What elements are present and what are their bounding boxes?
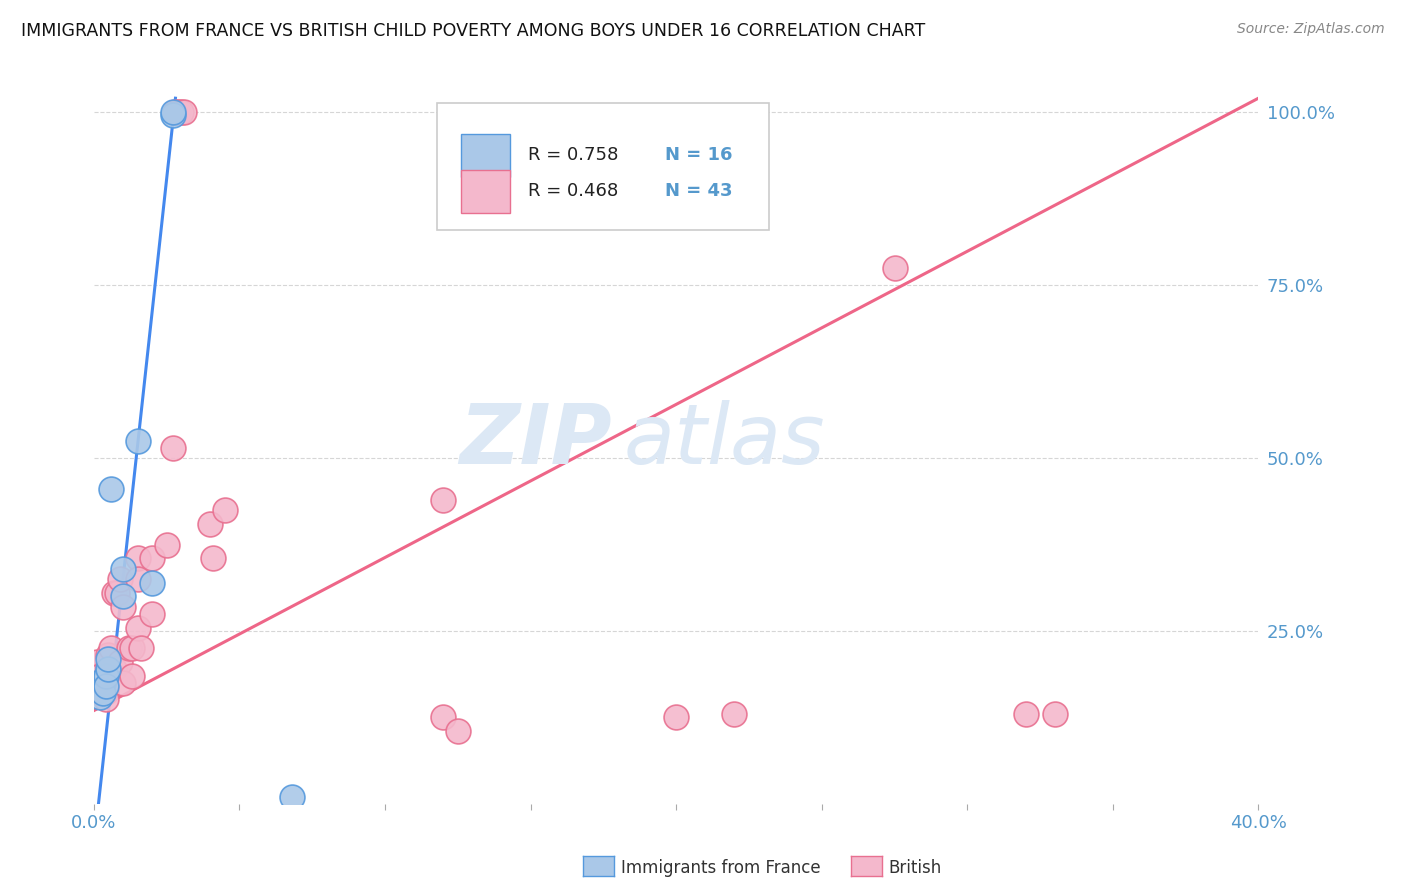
FancyBboxPatch shape — [437, 103, 769, 230]
Point — [89, 679, 111, 693]
Point — [127, 572, 149, 586]
Text: Immigrants from France: Immigrants from France — [621, 859, 821, 877]
Point — [121, 669, 143, 683]
Point — [281, 790, 304, 805]
FancyBboxPatch shape — [461, 134, 509, 177]
Point — [127, 621, 149, 635]
Point — [167, 105, 190, 120]
Point — [1014, 706, 1036, 721]
Text: IMMIGRANTS FROM FRANCE VS BRITISH CHILD POVERTY AMONG BOYS UNDER 16 CORRELATION : IMMIGRANTS FROM FRANCE VS BRITISH CHILD … — [21, 22, 925, 40]
Text: R = 0.468: R = 0.468 — [529, 182, 619, 200]
Point — [103, 662, 125, 676]
Point — [91, 676, 114, 690]
Point — [94, 679, 117, 693]
Point — [162, 441, 184, 455]
Point — [91, 686, 114, 700]
Point — [91, 682, 114, 697]
Text: British: British — [889, 859, 942, 877]
Point — [94, 685, 117, 699]
Point — [200, 516, 222, 531]
Point — [129, 641, 152, 656]
Point — [214, 503, 236, 517]
Point — [89, 669, 111, 683]
Point — [156, 537, 179, 551]
Point — [86, 676, 108, 690]
Point — [94, 691, 117, 706]
Point — [89, 682, 111, 697]
Point — [112, 599, 135, 614]
Point — [112, 562, 135, 576]
Point — [202, 551, 225, 566]
Point — [97, 651, 120, 665]
Text: Source: ZipAtlas.com: Source: ZipAtlas.com — [1237, 22, 1385, 37]
Point — [103, 586, 125, 600]
Point — [127, 551, 149, 566]
Point — [127, 434, 149, 448]
Point — [665, 710, 688, 724]
Point — [170, 105, 193, 120]
Text: ZIP: ZIP — [460, 401, 612, 481]
Point — [91, 676, 114, 690]
Point — [112, 590, 135, 604]
Point — [112, 676, 135, 690]
Point — [162, 108, 184, 122]
Point — [94, 669, 117, 683]
Point — [141, 551, 163, 566]
Point — [100, 482, 122, 496]
Point — [108, 655, 131, 669]
Point — [141, 575, 163, 590]
Point — [118, 641, 141, 656]
Point — [105, 586, 128, 600]
Point — [432, 492, 454, 507]
Point — [97, 658, 120, 673]
Text: atlas: atlas — [624, 401, 825, 481]
Point — [86, 655, 108, 669]
Point — [165, 105, 187, 120]
Point — [162, 105, 184, 120]
Point — [108, 572, 131, 586]
Point — [121, 641, 143, 656]
Point — [883, 260, 905, 275]
Point — [97, 648, 120, 663]
Point — [141, 607, 163, 621]
Text: N = 16: N = 16 — [665, 146, 733, 164]
Point — [432, 710, 454, 724]
Point — [97, 662, 120, 676]
Point — [1043, 706, 1066, 721]
Point — [723, 706, 745, 721]
Point — [447, 724, 470, 739]
Point — [89, 690, 111, 704]
Point — [100, 641, 122, 656]
Text: N = 43: N = 43 — [665, 182, 733, 200]
Text: R = 0.758: R = 0.758 — [529, 146, 619, 164]
FancyBboxPatch shape — [461, 169, 509, 212]
Point — [173, 105, 195, 120]
Y-axis label: Child Poverty Among Boys Under 16: Child Poverty Among Boys Under 16 — [0, 290, 8, 591]
